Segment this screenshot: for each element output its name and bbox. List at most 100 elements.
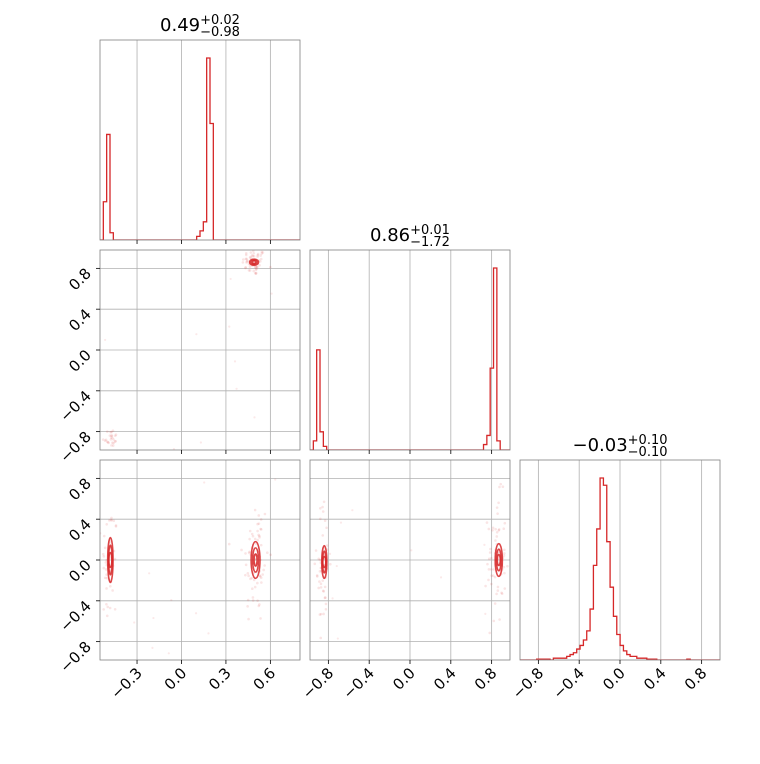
scatter-outlier-2-1-1 [331,597,334,600]
scatter-point-2-0-0-65 [259,576,263,580]
scatter-point-1-0-0-4 [260,252,264,255]
scatter-point-1-0-0-44 [244,265,247,269]
scatter-point-2-0-0-26 [247,617,250,621]
scatter-point-2-1-0-36 [498,618,501,621]
tick-label-y-1-3: 0.4 [65,305,95,335]
scatter-point-2-1-0-32 [502,554,506,557]
scatter-point-1-0-0-5 [252,269,256,273]
scatter-point-2-1-1-31 [321,589,325,593]
scatter-point-2-1-1-38 [317,586,320,590]
scatter-point-1-0-1-11 [112,441,115,445]
scatter-point-2-0-0-33 [253,537,257,541]
scatter-point-2-1-1-20 [322,500,326,504]
scatter-point-2-0-0-19 [246,605,249,608]
scatter-outlier-1-0-1 [228,325,231,328]
scatter-point-2-0-0-39 [257,522,261,525]
scatter-point-2-1-1-17 [321,510,325,513]
scatter-point-2-1-1-30 [323,585,327,589]
tick-label-x-2-1: −0.4 [550,664,588,702]
scatter-point-2-1-1-0 [315,575,319,578]
contour-1-0-0-0 [248,258,260,267]
scatter-outlier-1-0-9 [253,416,256,419]
scatter-point-1-0-0-37 [254,271,258,275]
tick-label-x-2-3: 0.4 [640,664,670,694]
scatter-point-1-0-0-30 [259,254,262,257]
scatter-point-2-1-0-68 [497,528,501,531]
scatter-outlier-1-0-4 [104,338,107,342]
scatter-outlier-2-0-2 [194,612,198,615]
scatter-point-2-1-1-1 [319,612,323,616]
scatter-point-2-0-1-36 [102,555,106,558]
scatter-point-2-1-0-48 [501,485,505,489]
scatter-point-2-1-0-26 [492,619,496,623]
title-sub-2: −0.10 [628,445,668,460]
contour-2-0-0-0 [250,540,261,580]
tick-label-x-0-0: −0.3 [107,664,145,702]
scatter-point-2-0-0-54 [248,550,251,554]
scatter-point-2-1-0-5 [488,631,492,635]
scatter-point-2-0-0-48 [256,522,259,526]
scatter-point-2-0-1-19 [102,696,105,699]
scatter-outlier-2-1-0 [439,576,443,579]
scatter-point-1-0-0-6 [244,257,248,261]
panel-2-2: −0.03+0.10−0.10 −0.8 −0.4 0.0 0.4 0.8 [509,433,721,703]
contour-2-1-0-0 [494,542,504,578]
contour-2-1-0-1 [495,548,502,572]
scatter-point-2-1-0-55 [489,568,493,571]
scatter-point-2-0-1-20 [113,608,117,611]
scatter-point-2-1-0-51 [487,568,491,571]
scatter-point-1-0-1-1 [110,444,113,447]
scatter-point-2-0-0-29 [253,585,257,589]
scatter-outlier-2-0-1 [170,598,173,602]
scatter-point-2-1-0-9 [493,575,497,579]
scatter-point-1-0-1-0 [109,436,113,439]
scatter-point-2-1-1-40 [318,570,322,573]
scatter-point-2-1-0-23 [492,574,495,577]
scatter-point-2-0-0-52 [259,617,262,620]
scatter-point-2-0-1-17 [103,546,107,550]
scatter-outlier-1-0-5 [199,441,202,444]
contour-2-1-1-0 [320,544,328,580]
panel-content-2-1 [313,482,509,640]
scatter-point-1-0-0-36 [244,266,247,270]
scatter-point-1-0-1-9 [110,430,113,434]
scatter-point-2-1-0-14 [497,529,501,532]
scatter-point-2-1-0-4 [487,578,490,582]
scatter-point-2-0-0-51 [259,518,263,521]
scatter-point-1-0-1-8 [112,438,115,441]
scatter-point-2-1-1-35 [319,586,323,589]
scatter-point-1-0-0-22 [255,266,259,269]
scatter-point-2-0-1-2 [109,518,113,522]
scatter-point-1-0-0-34 [247,269,251,272]
scatter-point-2-1-0-54 [494,539,497,542]
scatter-point-2-1-0-1 [496,512,499,515]
scatter-point-1-0-1-5 [105,430,109,433]
scatter-point-2-1-1-26 [325,526,328,530]
scatter-point-1-0-1-19 [109,430,112,434]
scatter-point-2-0-0-8 [248,537,251,541]
scatter-outlier-2-1-4 [410,549,413,552]
scatter-point-2-0-0-11 [251,534,255,538]
title-main-0: 0.49 [160,15,200,36]
histogram-2 [520,477,720,660]
scatter-point-2-0-0-24 [246,572,250,575]
scatter-point-1-0-1-21 [113,440,117,443]
scatter-point-2-0-0-34 [259,575,262,578]
scatter-point-2-0-0-36 [262,568,265,572]
scatter-point-1-0-0-27 [249,251,253,254]
tick-label-y-2-4: 0.8 [65,474,95,504]
scatter-point-1-0-0-43 [259,260,262,263]
scatter-point-1-0-0-19 [258,263,261,267]
scatter-point-2-1-1-8 [322,590,325,593]
title-2: −0.03+0.10 [572,433,667,456]
frame-0-0 [99,39,301,241]
scatter-outlier-2-1-5 [335,564,338,568]
scatter-point-1-0-1-24 [107,441,110,445]
scatter-point-2-1-1-28 [321,534,325,537]
scatter-point-2-1-1-33 [324,602,328,606]
scatter-point-2-1-0-65 [487,557,491,561]
scatter-point-2-1-0-6 [488,551,492,554]
tick-label-x-2-2: 0.0 [599,664,629,694]
tick-label-x-1-2: 0.0 [389,664,419,694]
